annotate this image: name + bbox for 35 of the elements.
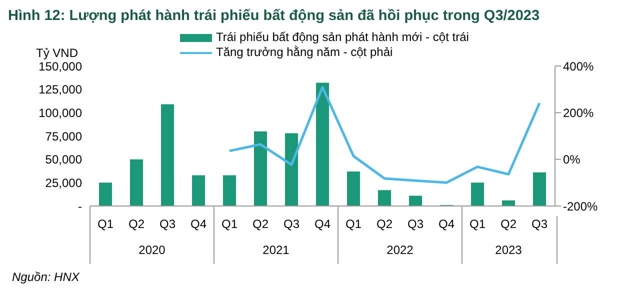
chart-title: Hình 12: Lượng phát hành trái phiếu bất động sản đã hồi phục trong Q3/2023 [8,8,541,26]
x-tick-label: Q2 [376,217,393,231]
text: 2021 [262,243,290,257]
text: 2022 [386,243,414,257]
y-tick-label: - [78,199,82,214]
x-tick-label: Q2 [128,217,145,231]
x-tick-label: Q3 [283,217,300,231]
y-tick-label: 75,000 [45,129,82,144]
x-tick-label: Q1 [221,217,238,231]
y-axis-title: Tỷ VND [36,46,78,60]
text: 2020 [138,243,166,257]
y-tick-label: 125,000 [38,82,82,97]
y-tick-label: 100,000 [38,106,82,120]
y-tick-label: 25,000 [45,176,82,190]
x-tick-label: Q3 [407,217,424,231]
x-tick-label: Q1 [345,217,362,231]
x-tick-label: Q3 [531,217,548,231]
x-tick-label: Q1 [469,217,486,231]
x-tick-label: Q3 [159,217,176,231]
text: Nguồn: HNX [12,270,80,284]
x-tick-label: Q4 [190,217,207,231]
x-tick-label: Q4 [314,217,331,231]
y-tick-label: 150,000 [38,59,82,74]
x-tick-label: Q2 [500,217,517,231]
y-tick-label: 50,000 [45,152,82,167]
legend-label: Trái phiếu bất động sản phát hành mới - cột trái [216,30,469,45]
legend-label: Tăng trưởng hằng năm - cột phải [216,45,393,60]
x-tick-label: Q2 [252,217,269,231]
y2-tick-label: 0% [563,152,581,167]
x-tick-label: Q1 [97,217,114,231]
y2-tick-label: 200% [563,106,594,120]
text: 2023 [495,243,522,257]
y2-tick-label: 400% [563,59,594,74]
x-tick-label: Q4 [438,217,455,231]
y2-tick-label: -200% [563,199,598,214]
